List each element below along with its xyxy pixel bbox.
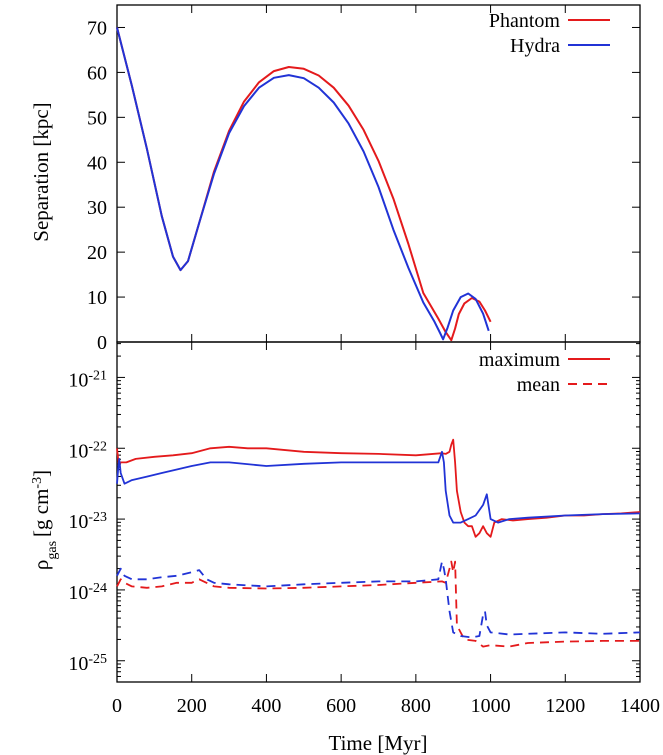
legend-label-mean: mean [517,374,560,396]
legend-label-hydra: Hydra [510,35,560,57]
bottom-plot-frame [116,341,641,683]
series-line-hydra-mean [116,560,641,639]
series-line-phantom-maximum [116,438,641,538]
bottom-y-tick-label: 10-24 [68,580,107,604]
bottom-ticks: 0 200 400 600 800 1000 1200 1400 10-21 10-22 10-23… [68,342,660,717]
legend-label-maximum: maximum [479,349,561,371]
top-y-tick-label: 10 [87,287,107,309]
series-line-phantom [116,27,492,342]
bottom-y-tick-label: 10-23 [68,510,107,534]
bottom-y-tick-label: 10-21 [68,368,107,392]
y-label-sup: -3 [30,477,45,489]
top-y-tick-label: 60 [87,62,107,84]
bottom-y-axis-label: ρgas [g cm-3] [29,470,60,570]
x-tick-label: 0 [112,695,122,717]
top-series [116,27,492,342]
x-tick-label: 1400 [620,695,660,717]
density-panel: 0 200 400 600 800 1000 1200 1400 10-21 10-22 10-23… [29,341,660,755]
y-label-rho: ρ [29,560,53,570]
top-y-tick-label: 0 [97,332,107,354]
x-axis-label: Time [Myr] [329,731,428,755]
bottom-y-tick-label: 10-25 [68,651,107,675]
bottom-legend: maximum mean [479,349,610,396]
bottom-series [116,438,641,648]
top-y-ticks: 0 10 20 30 40 50 60 70 [87,5,641,354]
y-label-unit: [g cm [29,489,53,537]
top-y-tick-label: 70 [87,17,107,39]
x-tick-label: 200 [177,695,207,717]
top-legend: Phantom Hydra [489,10,610,57]
series-line-phantom-mean [116,560,640,648]
x-tick-label: 800 [401,695,431,717]
series-line-hydra [116,27,490,341]
top-plot-frame [116,4,641,343]
top-y-tick-label: 30 [87,197,107,219]
x-tick-label: 600 [326,695,356,717]
bottom-y-tick-label: 10-22 [68,439,107,463]
y-label-sub: gas [45,541,60,560]
top-y-tick-label: 50 [87,107,107,129]
separation-panel: 0 10 20 30 40 50 60 70 Separation [kpc] Phantom… [29,4,641,354]
legend-label-phantom: Phantom [489,10,561,32]
x-tick-label: 1000 [471,695,511,717]
top-y-tick-label: 40 [87,152,107,174]
x-tick-label: 1200 [545,695,585,717]
top-y-tick-label: 20 [87,242,107,264]
y-label-close: ] [29,470,53,477]
x-tick-label: 400 [251,695,281,717]
top-y-axis-label: Separation [kpc] [29,102,53,241]
series-line-hydra-maximum [116,450,641,524]
